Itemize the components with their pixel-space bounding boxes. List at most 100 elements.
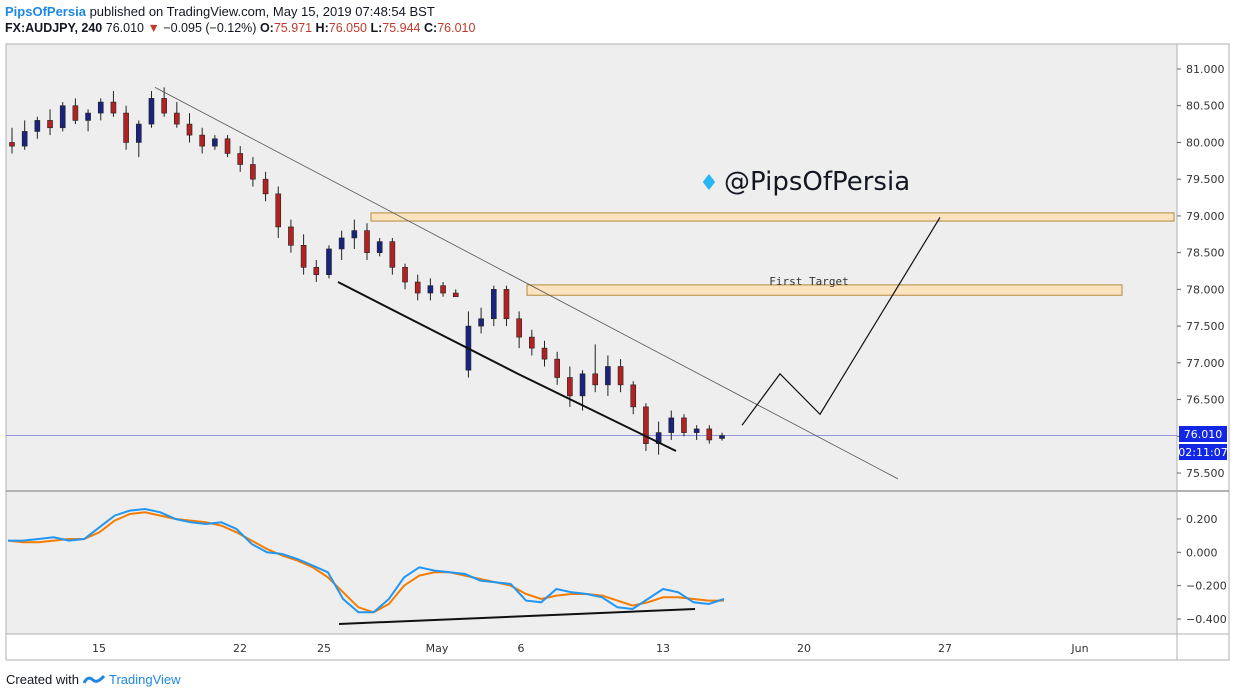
projection-path[interactable] — [741, 217, 941, 426]
tradingview-link[interactable]: TradingView — [108, 672, 181, 687]
x-tick-label: 20 — [797, 642, 811, 655]
high-value: 76.050 — [328, 21, 367, 35]
candle-body[interactable] — [135, 123, 142, 143]
candle-body[interactable] — [300, 244, 307, 268]
candle-body[interactable] — [262, 178, 269, 195]
last-price: 76.010 — [105, 21, 144, 35]
x-tick-label: 22 — [233, 642, 247, 655]
x-tick-label: 15 — [92, 642, 106, 655]
close-value: 76.010 — [437, 21, 476, 35]
descending-trendline[interactable] — [154, 87, 899, 480]
price-badge — [1179, 426, 1227, 442]
chart-border — [5, 43, 1230, 661]
candle-body[interactable] — [516, 318, 522, 338]
y-tick-label: 77.500 — [1186, 320, 1225, 333]
footer: Created with TradingView — [6, 672, 181, 687]
macd-divergence-line[interactable] — [338, 607, 696, 625]
candle-body[interactable] — [503, 289, 510, 320]
resistance-zone[interactable] — [526, 284, 1123, 296]
candle-body[interactable] — [326, 248, 332, 275]
candle-body[interactable] — [567, 377, 573, 397]
y-tick-label: 81.000 — [1186, 63, 1225, 76]
y-tick-label: 79.500 — [1186, 173, 1225, 186]
open-label: O: — [259, 21, 274, 35]
candle-body[interactable] — [47, 120, 53, 129]
candle-body[interactable] — [389, 241, 396, 268]
candle-body[interactable] — [250, 164, 256, 180]
resistance-zone[interactable] — [370, 212, 1175, 222]
y-tick-label: 79.000 — [1186, 210, 1225, 223]
candle-body[interactable] — [97, 101, 104, 114]
candle-body[interactable] — [21, 131, 28, 147]
candle-body[interactable] — [478, 318, 484, 327]
y-tick-label: 80.000 — [1186, 136, 1225, 149]
high-label: H: — [315, 21, 329, 35]
candle-body[interactable] — [237, 153, 244, 165]
candle-body[interactable] — [148, 98, 155, 125]
macd-axis[interactable] — [1177, 492, 1229, 634]
candle-body[interactable] — [9, 142, 15, 147]
candle-body[interactable] — [338, 237, 345, 250]
price-pane[interactable] — [6, 44, 1177, 490]
macd-pane[interactable] — [6, 492, 1177, 634]
macd-tick-label: −0.400 — [1186, 613, 1227, 626]
candle-body[interactable] — [414, 281, 421, 294]
symbol-label: FX:AUDJPY, 240 — [5, 21, 103, 35]
candle-body[interactable] — [376, 241, 383, 253]
candle-body[interactable] — [288, 226, 294, 246]
candle-body[interactable] — [452, 292, 459, 298]
candle-body[interactable] — [212, 138, 218, 147]
candle-body[interactable] — [605, 366, 611, 386]
author-name[interactable]: PipsOfPersia — [5, 4, 86, 19]
candle-body[interactable] — [72, 105, 79, 121]
candle-body[interactable] — [490, 289, 497, 320]
price-change: −0.095 (−0.12%) — [163, 21, 257, 35]
candle-body[interactable] — [34, 120, 41, 132]
x-tick-label: May — [426, 642, 449, 655]
y-tick-label: 80.500 — [1186, 100, 1225, 113]
price-axis[interactable] — [1177, 44, 1229, 490]
candle-body[interactable] — [643, 406, 649, 444]
candle-body[interactable] — [440, 285, 446, 294]
candle-body[interactable] — [592, 373, 599, 386]
candle-body[interactable] — [174, 112, 180, 125]
candle-body[interactable] — [123, 112, 129, 143]
candle-body[interactable] — [554, 358, 560, 378]
low-value: 75.944 — [382, 21, 421, 35]
candle-body[interactable] — [655, 432, 662, 444]
time-badge — [1179, 444, 1227, 460]
candle-body[interactable] — [427, 285, 434, 294]
macd-tick-label: 0.200 — [1186, 513, 1218, 526]
candle-body[interactable] — [402, 267, 408, 283]
candle-body[interactable] — [110, 101, 117, 114]
candle-body[interactable] — [313, 267, 320, 275]
candle-body[interactable] — [275, 193, 282, 228]
candle-body[interactable] — [617, 366, 624, 386]
created-with-text: Created with — [6, 672, 79, 687]
candle-body[interactable] — [693, 428, 700, 433]
candle-body[interactable] — [668, 417, 675, 433]
candle-body[interactable] — [364, 230, 370, 253]
candle-body[interactable] — [529, 336, 535, 349]
candle-body[interactable] — [186, 123, 193, 136]
macd-line — [8, 507, 725, 614]
y-tick-label: 77.000 — [1186, 357, 1225, 370]
candle-body[interactable] — [224, 138, 231, 154]
candle-body[interactable] — [541, 347, 548, 360]
down-arrow-icon: ▼ — [147, 21, 160, 35]
candle-body[interactable] — [706, 428, 713, 441]
candle-body[interactable] — [630, 384, 637, 408]
candle-body[interactable] — [681, 417, 687, 433]
candle-body[interactable] — [579, 373, 586, 397]
candle-body[interactable] — [59, 105, 66, 129]
support-channel-line[interactable] — [337, 281, 677, 452]
candle-body[interactable] — [719, 435, 725, 439]
watermark-text: @PipsOfPersia — [724, 167, 910, 197]
x-tick-label: 25 — [317, 642, 331, 655]
x-tick-label: 6 — [518, 642, 525, 655]
candle-body[interactable] — [85, 112, 91, 121]
candle-body[interactable] — [351, 230, 358, 239]
candle-body[interactable] — [161, 98, 167, 114]
candle-body[interactable] — [199, 134, 205, 147]
